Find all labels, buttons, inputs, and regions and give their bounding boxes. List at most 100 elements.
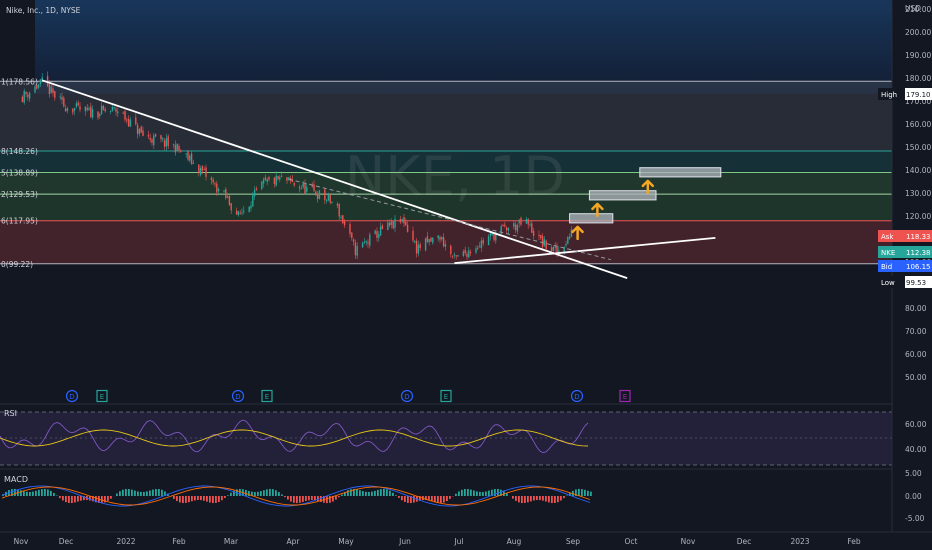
candle-body — [293, 182, 295, 186]
macd-histogram-bar — [29, 491, 31, 496]
candle-body — [315, 191, 317, 196]
candle-body — [216, 183, 218, 193]
candle-series[interactable] — [21, 71, 573, 261]
candle-body — [142, 130, 144, 136]
macd-histogram-bar — [197, 496, 199, 501]
macd-histogram-bar — [332, 496, 334, 502]
candle-body — [432, 237, 434, 243]
macd-histogram-bar — [329, 496, 331, 503]
macd-histogram-bar — [428, 496, 430, 501]
fib-level-label: 5(138.89) — [1, 169, 38, 178]
macd-histogram-bar — [179, 496, 181, 503]
candle-body — [217, 188, 220, 192]
candle-body — [280, 175, 283, 177]
macd-histogram-bar — [257, 491, 259, 496]
time-axis[interactable] — [0, 532, 932, 550]
candle-body — [172, 144, 175, 146]
macd-histogram-bar — [470, 489, 472, 496]
candle-body — [428, 239, 430, 243]
candle-body — [336, 203, 339, 206]
candle-body — [77, 102, 79, 106]
macd-histogram-bar — [101, 496, 103, 504]
candle-body — [151, 139, 153, 143]
price-tick: 180.00 — [905, 74, 931, 83]
macd-histogram-bar — [533, 496, 535, 501]
target-arrows[interactable] — [571, 179, 655, 241]
macd-histogram-bar — [95, 496, 97, 503]
candle-body — [487, 236, 490, 246]
macd-histogram-bar — [23, 491, 25, 496]
candle-body — [225, 189, 227, 198]
candle-body — [149, 137, 151, 140]
macd-histogram-bar — [215, 496, 217, 503]
candle-body — [469, 252, 472, 254]
candle-body — [568, 236, 571, 239]
candle-body — [102, 105, 105, 110]
macd-histogram-bar — [518, 496, 520, 503]
earnings-marker — [440, 389, 452, 403]
candle-body — [414, 241, 416, 243]
time-tick: Sep — [566, 537, 580, 546]
candle-body — [520, 217, 522, 225]
time-tick: Jun — [398, 537, 411, 546]
macd-histogram-bar — [461, 489, 463, 496]
time-tick: Apr — [287, 537, 301, 546]
candle-body — [504, 224, 506, 227]
macd-histogram-bar — [281, 494, 283, 496]
currency-label: USD — [905, 4, 921, 13]
macd-histogram-bar — [134, 490, 136, 496]
macd-histogram-bar — [302, 496, 304, 502]
event-label: D — [574, 393, 579, 401]
rsi-pane[interactable] — [0, 405, 892, 466]
candle-body — [531, 223, 533, 233]
candle-body — [126, 119, 128, 121]
time-tick: Jul — [453, 537, 463, 546]
drawing-tools[interactable] — [41, 79, 716, 279]
candle-body — [491, 232, 493, 235]
candle-body — [129, 119, 132, 127]
macd-histogram-bar — [125, 488, 127, 496]
candle-body — [239, 213, 241, 215]
rsi-series[interactable] — [0, 419, 589, 454]
candle-body — [302, 183, 304, 188]
macd-histogram-bar — [71, 496, 73, 504]
candle-body — [538, 235, 540, 237]
candle-body — [212, 179, 214, 183]
macd-series[interactable] — [1, 485, 592, 507]
price-tag-name-bg — [878, 276, 906, 288]
candle-body — [543, 239, 546, 246]
trendline — [454, 236, 716, 265]
time-tick: Oct — [625, 537, 638, 546]
macd-histogram-bar — [110, 496, 112, 499]
candle-body — [165, 138, 168, 147]
macd-histogram-bar — [107, 496, 109, 501]
candle-body — [162, 138, 164, 140]
candle-body — [466, 253, 468, 257]
macd-histogram-bar — [89, 496, 91, 501]
candle-body — [392, 221, 394, 229]
candle-body — [223, 190, 225, 192]
target-boxes[interactable] — [569, 167, 722, 224]
macd-histogram-bar — [590, 491, 592, 496]
rsi-tick: 60.00 — [905, 420, 927, 429]
fibonacci-retracement[interactable] — [0, 80, 892, 265]
macd-histogram-bar — [80, 496, 82, 501]
candle-body — [214, 183, 216, 185]
candle-body — [525, 219, 528, 224]
event-label: E — [100, 393, 104, 401]
price-tag-name-bg — [878, 88, 906, 100]
candle-body — [450, 245, 452, 255]
candle-body — [50, 86, 52, 93]
macd-histogram-bar — [224, 496, 226, 498]
candle-body — [248, 206, 250, 213]
macd-histogram-bar — [50, 490, 52, 496]
rsi-label: RSI — [4, 409, 17, 418]
candle-body — [262, 179, 265, 184]
macd-histogram-bar — [152, 489, 154, 496]
candle-body — [300, 188, 303, 190]
macd-histogram-bar — [578, 488, 580, 496]
candle-body — [261, 181, 263, 190]
